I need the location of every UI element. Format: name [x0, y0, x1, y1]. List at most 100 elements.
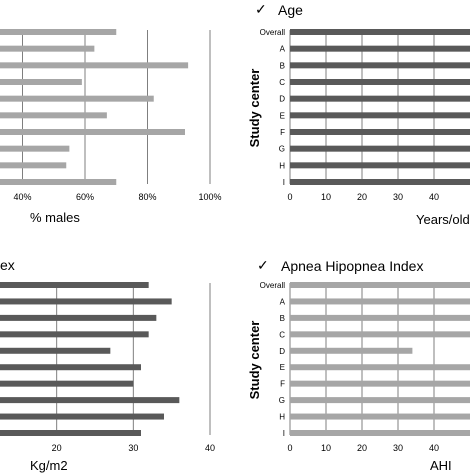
x-tick-label: 40: [429, 192, 439, 202]
panel-title: Apnea Hipopnea Index: [281, 258, 423, 274]
x-tick-label: 100%: [198, 192, 221, 202]
check-mark-icon: ✓: [257, 257, 269, 273]
bar: [0, 314, 157, 321]
y-axis-label: Study center: [247, 69, 262, 148]
category-label: G: [279, 145, 285, 154]
bar: [290, 29, 470, 35]
category-label: B: [280, 61, 285, 70]
bar: [0, 79, 82, 85]
x-tick-label: 20: [357, 443, 367, 453]
bar: [290, 95, 470, 102]
bar: [290, 145, 470, 152]
category-label: E: [280, 111, 285, 120]
bar: [0, 129, 185, 135]
bars: [0, 282, 180, 436]
bar: [0, 397, 180, 404]
bar: [290, 129, 470, 135]
category-label: D: [279, 95, 285, 104]
y-axis-label: Study center: [247, 321, 262, 400]
x-tick-labels: 40% 60% 80% 100%: [13, 192, 221, 202]
category-label: Overall: [260, 281, 286, 290]
grid-lines: [22, 30, 211, 184]
category-label: F: [280, 380, 285, 389]
category-label: I: [283, 178, 285, 187]
grid-lines: [289, 283, 435, 435]
x-tick-label: 10: [321, 192, 331, 202]
bar: [290, 112, 470, 119]
x-tick-labels: 0 10 20 30 40: [287, 192, 439, 202]
bar: [290, 298, 470, 305]
category-label: A: [280, 297, 286, 306]
panel-body-mass-index: ex 20 30 40 Kg/m2: [0, 257, 215, 473]
x-tick-label: 20: [357, 192, 367, 202]
bar: [290, 162, 470, 169]
bar: [0, 364, 141, 371]
bar: [0, 145, 70, 152]
x-tick-label: 40: [429, 443, 439, 453]
x-tick-label: 0: [287, 192, 292, 202]
x-tick-label: 30: [393, 192, 403, 202]
bar: [0, 413, 164, 420]
category-label: A: [280, 45, 286, 54]
bar: [290, 282, 470, 288]
bar: [0, 347, 111, 354]
grid-lines: [56, 283, 211, 435]
bar: [290, 179, 470, 185]
x-axis-label: AHI: [430, 458, 452, 473]
x-axis-label: % males: [30, 210, 80, 225]
x-tick-label: 20: [52, 443, 62, 453]
category-label: C: [279, 78, 285, 87]
category-label: H: [279, 413, 285, 422]
category-label: D: [279, 347, 285, 356]
category-label: F: [280, 128, 285, 137]
bar: [0, 331, 149, 338]
bar: [290, 331, 470, 338]
bar: [0, 430, 141, 436]
x-tick-label: 0: [287, 443, 292, 453]
bar: [0, 380, 134, 387]
bar: [290, 380, 470, 387]
bar: [290, 45, 470, 52]
bar: [0, 162, 67, 169]
category-label: E: [280, 363, 285, 372]
x-tick-label: 10: [321, 443, 331, 453]
panel-percent-males: 40% 60% 80% 100% % males: [0, 29, 222, 225]
bar: [0, 62, 189, 69]
panel-apnea-hipopnea-index: ✓ Apnea Hipopnea Index Study center Over…: [247, 257, 470, 473]
bar: [290, 62, 470, 69]
bar: [290, 364, 470, 371]
panel-title: Age: [278, 2, 303, 18]
bar: [290, 430, 470, 436]
bar: [290, 79, 470, 85]
category-label: B: [280, 314, 285, 323]
x-axis-label: Kg/m2: [30, 458, 68, 473]
bar: [290, 413, 470, 420]
bars: [290, 29, 470, 185]
bars: [0, 29, 189, 185]
category-label: C: [279, 330, 285, 339]
x-tick-label: 40: [205, 443, 215, 453]
category-label: G: [279, 396, 285, 405]
bar: [290, 397, 470, 404]
category-label: H: [279, 161, 285, 170]
bar: [0, 179, 117, 185]
bar: [0, 95, 154, 102]
bar: [0, 112, 107, 119]
x-tick-labels: 0 10 20 30 40: [287, 443, 439, 453]
x-tick-label: 80%: [138, 192, 156, 202]
x-tick-labels: 20 30 40: [52, 443, 215, 453]
grid-lines: [289, 30, 435, 184]
bar: [290, 314, 470, 321]
x-tick-label: 60%: [76, 192, 94, 202]
x-tick-label: 30: [128, 443, 138, 453]
check-mark-icon: ✓: [255, 1, 267, 17]
bars: [290, 282, 470, 436]
bar: [0, 298, 172, 305]
x-tick-label: 30: [393, 443, 403, 453]
category-label: I: [283, 429, 285, 438]
x-tick-label: 40%: [13, 192, 31, 202]
